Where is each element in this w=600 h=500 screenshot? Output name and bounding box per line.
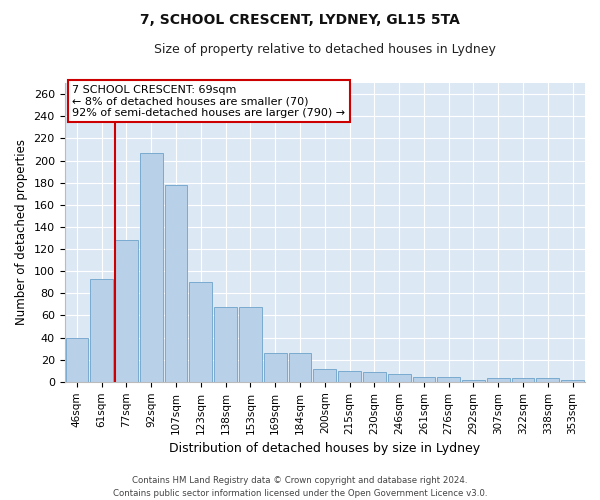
Bar (164, 185, 187, 382)
Bar (115, 240, 138, 382)
Y-axis label: Number of detached properties: Number of detached properties (15, 140, 28, 326)
Bar (91, 279, 113, 382)
Bar (338, 371, 361, 382)
Bar (214, 306, 237, 382)
Bar (313, 368, 336, 382)
Bar (536, 378, 559, 382)
Title: Size of property relative to detached houses in Lydney: Size of property relative to detached ho… (154, 42, 496, 56)
Bar (363, 372, 386, 382)
Bar (437, 378, 460, 382)
Text: 7, SCHOOL CRESCENT, LYDNEY, GL15 5TA: 7, SCHOOL CRESCENT, LYDNEY, GL15 5TA (140, 12, 460, 26)
Bar (512, 378, 535, 382)
Bar (65, 338, 88, 382)
Bar (561, 380, 584, 382)
Text: Contains HM Land Registry data © Crown copyright and database right 2024.
Contai: Contains HM Land Registry data © Crown c… (113, 476, 487, 498)
Bar (462, 380, 485, 382)
Bar (388, 374, 410, 382)
Bar (264, 353, 287, 382)
Bar (487, 378, 509, 382)
Bar (289, 353, 311, 382)
Text: 7 SCHOOL CRESCENT: 69sqm
← 8% of detached houses are smaller (70)
92% of semi-de: 7 SCHOOL CRESCENT: 69sqm ← 8% of detache… (73, 84, 346, 117)
X-axis label: Distribution of detached houses by size in Lydney: Distribution of detached houses by size … (169, 442, 481, 455)
Bar (190, 282, 212, 382)
Bar (413, 378, 436, 382)
Bar (140, 153, 163, 382)
Bar (239, 306, 262, 382)
